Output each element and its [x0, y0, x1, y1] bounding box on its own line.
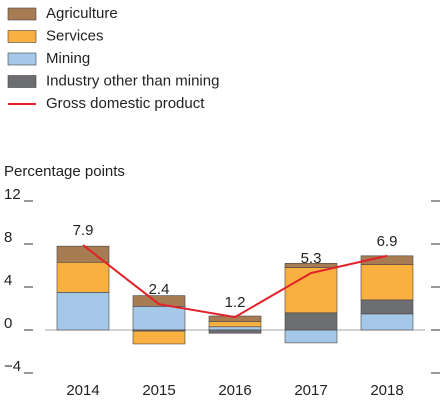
data-label: 5.3: [301, 250, 322, 267]
x-tick-label: 2018: [370, 382, 403, 399]
bar-segment: [132, 330, 186, 345]
bar-segment: [132, 306, 186, 331]
legend-label: Agriculture: [46, 5, 118, 22]
bar-segment: [284, 267, 338, 314]
bar-segment: [208, 326, 262, 331]
y-tick-label: 8: [4, 229, 12, 246]
bar-segment: [132, 295, 186, 307]
x-tick-label: 2014: [66, 382, 99, 399]
legend-swatch: [7, 52, 37, 66]
bar-segment: [208, 321, 262, 328]
data-label: 7.9: [73, 222, 94, 239]
bar-segment: [56, 261, 110, 293]
bar-segment: [360, 264, 414, 301]
legend-label: Industry other than mining: [46, 72, 219, 89]
x-tick-label: 2017: [294, 382, 327, 399]
legend-label: Gross domestic product: [46, 95, 205, 112]
bar-segment: [284, 312, 338, 331]
bar-segment: [284, 263, 338, 268]
bar-segment: [360, 313, 414, 331]
y-tick-label: 12: [4, 186, 21, 203]
data-label: 2.4: [149, 281, 170, 298]
x-tick-label: 2015: [142, 382, 175, 399]
legend-label: Services: [46, 27, 104, 44]
data-label: 1.2: [225, 294, 246, 311]
legend-swatch: [7, 30, 37, 43]
legend-label: Mining: [46, 50, 90, 67]
y-tick-label: 0: [4, 315, 12, 332]
gdp-line: [82, 244, 388, 319]
y-tick-label: −4: [4, 358, 21, 375]
bar-segment: [284, 329, 338, 344]
legend-swatch: [7, 7, 37, 21]
legend-swatch: [7, 75, 37, 88]
bar-segment: [208, 329, 262, 334]
bar-segment: [360, 299, 414, 315]
y-axis-label: Percentage points: [4, 163, 125, 180]
bar-segment: [56, 292, 110, 331]
x-tick-label: 2016: [218, 382, 251, 399]
y-tick-label: 4: [4, 272, 12, 289]
data-label: 6.9: [377, 233, 398, 250]
